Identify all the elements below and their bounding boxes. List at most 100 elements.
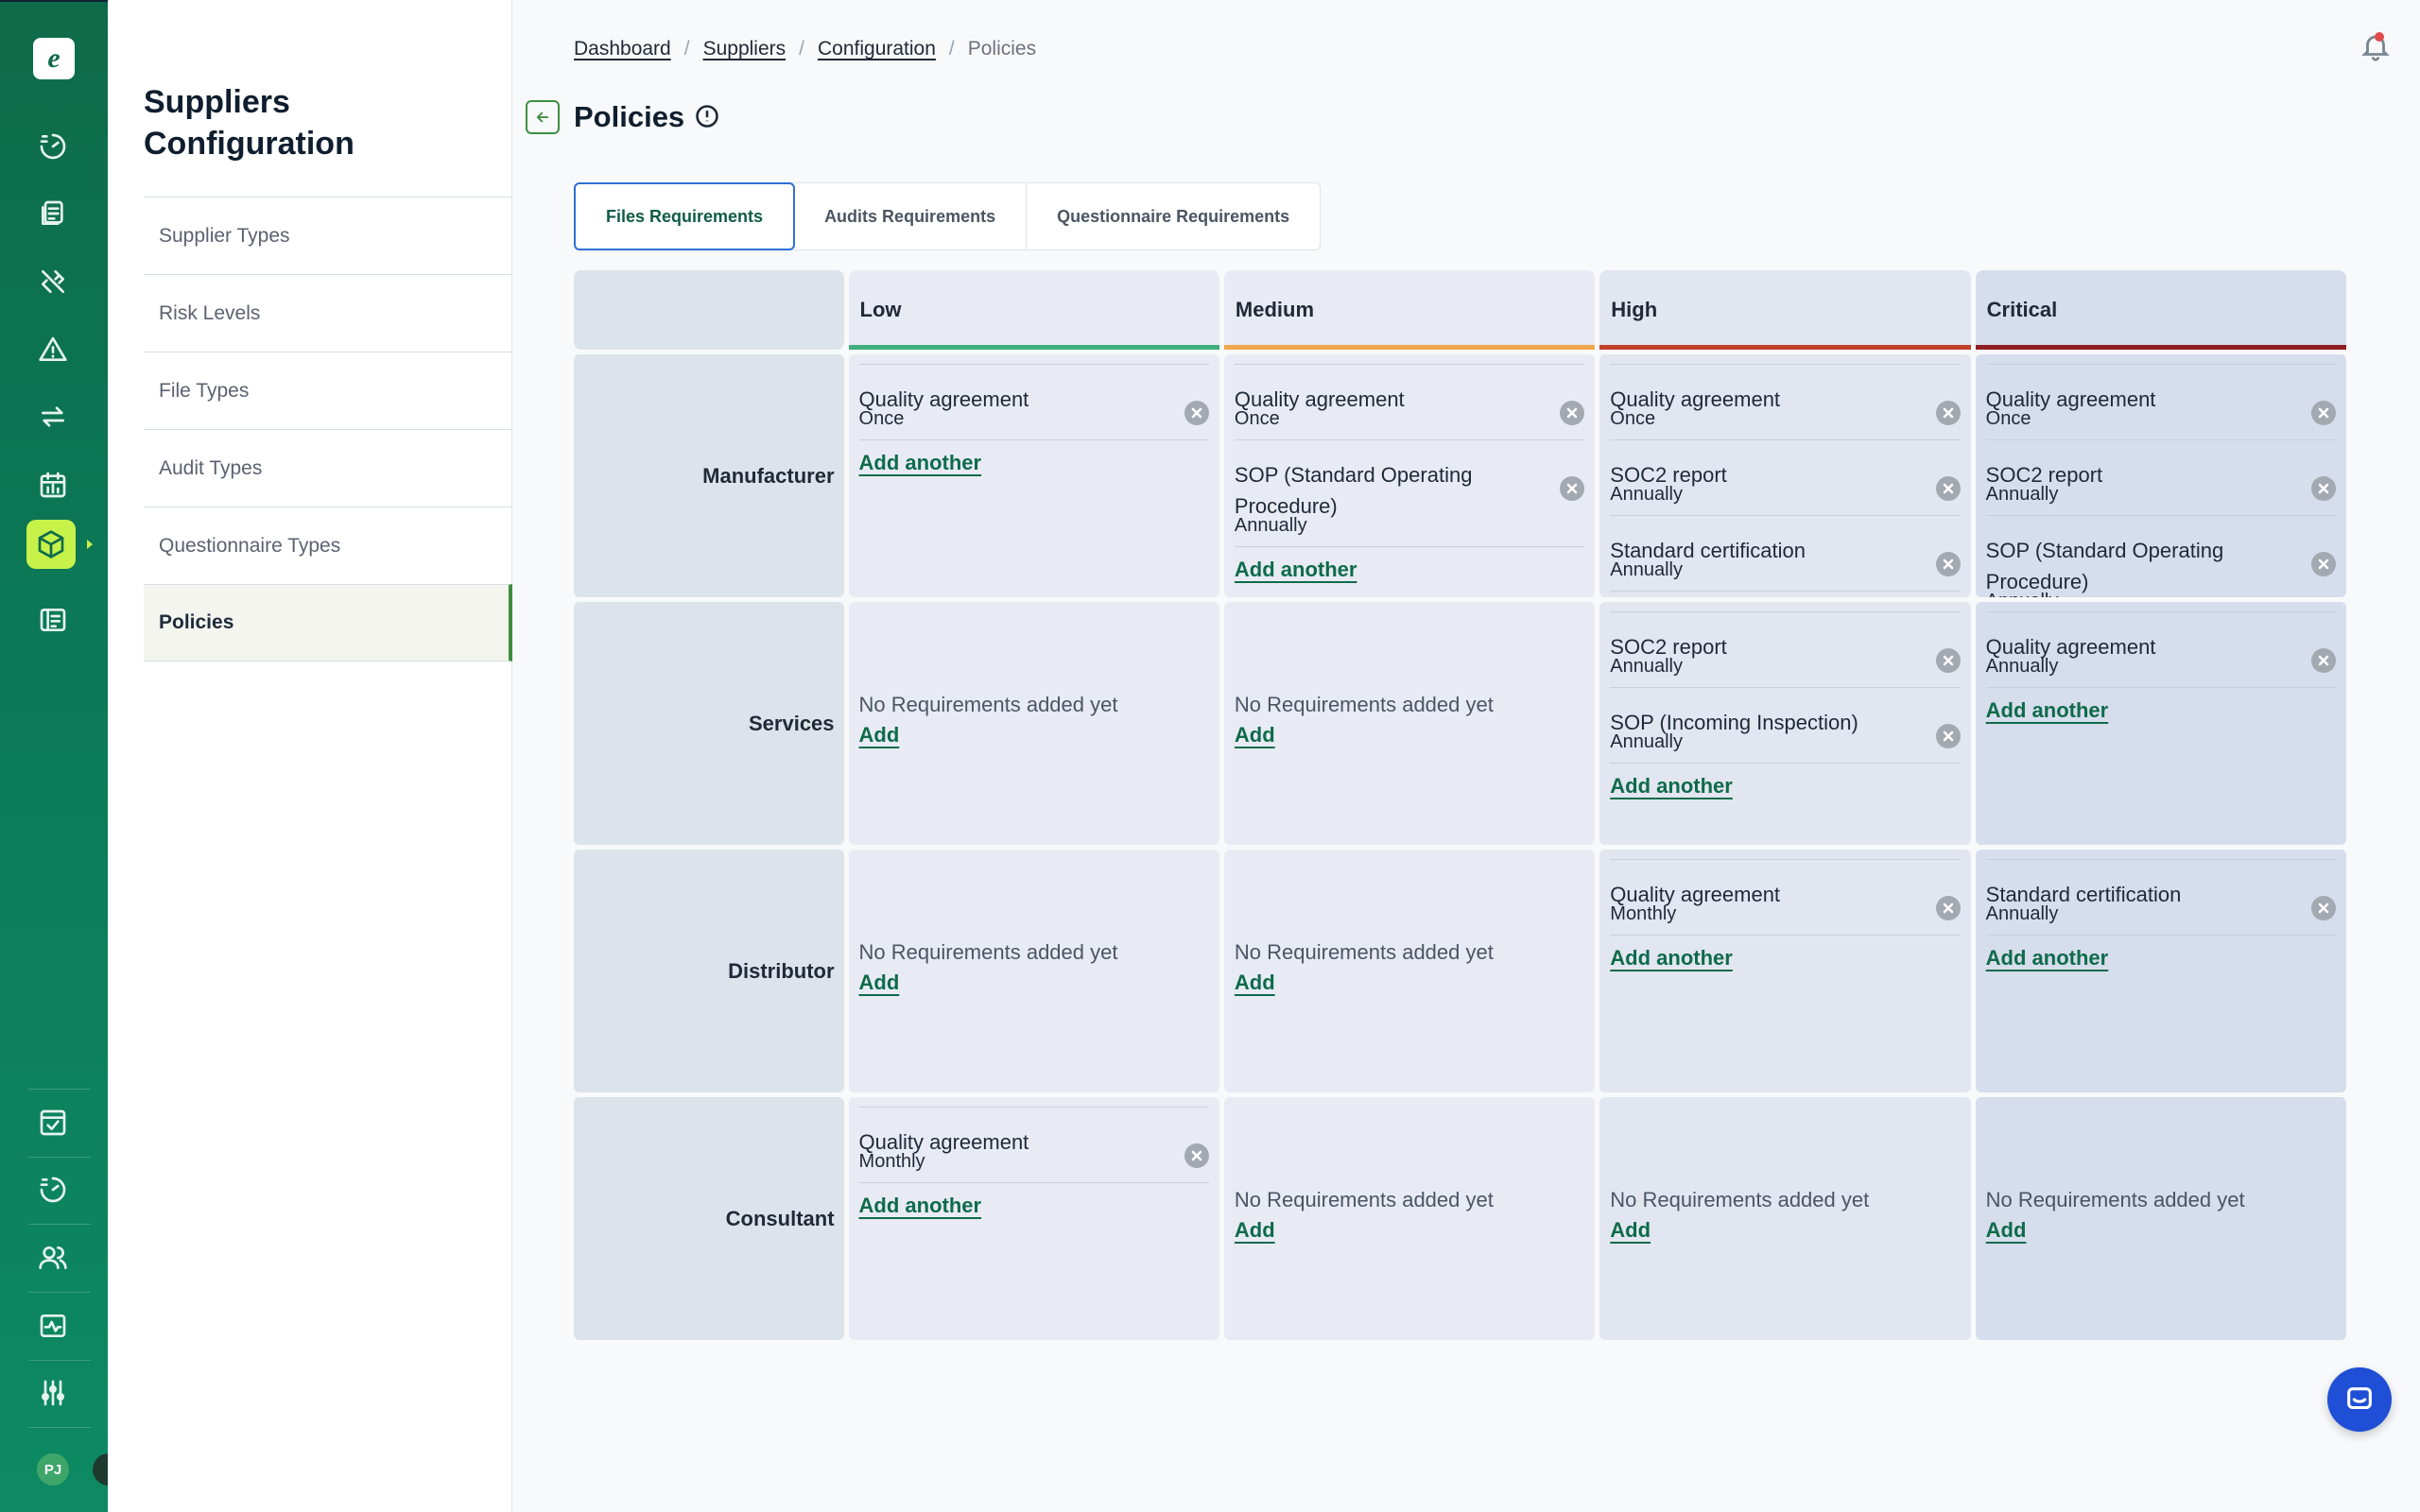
- tools-icon[interactable]: [34, 263, 72, 301]
- breadcrumb-separator: /: [683, 38, 690, 60]
- remove-requirement-icon[interactable]: [2311, 401, 2337, 425]
- requirement-item: SOC2 report Annually: [1985, 439, 2337, 516]
- requirement-frequency: Monthly: [858, 1151, 925, 1172]
- policy-cell: SOC2 report Annually SOP (Incoming Inspe…: [1599, 602, 1971, 845]
- notification-bell-icon[interactable]: [2360, 30, 2392, 62]
- level-color-bar: [1223, 345, 1596, 350]
- remove-requirement-icon[interactable]: [1935, 896, 1961, 920]
- remove-requirement-icon[interactable]: [1184, 401, 1209, 425]
- dashboard-icon[interactable]: [34, 128, 72, 165]
- breadcrumb-configuration[interactable]: Configuration: [817, 38, 936, 60]
- back-button[interactable]: [526, 100, 560, 134]
- empty-message: No Requirements added yet: [1234, 940, 1494, 964]
- checklist-icon[interactable]: [34, 1104, 72, 1142]
- remove-requirement-icon[interactable]: [1560, 476, 1585, 501]
- matrix-header-row: Low Medium High Critical: [574, 270, 2347, 350]
- rail-divider: [28, 1157, 91, 1158]
- requirement-item: Quality agreement Annually: [1985, 611, 2337, 688]
- add-link[interactable]: Add: [1234, 1218, 1275, 1242]
- requirement-name: Quality agreement: [1985, 635, 2156, 659]
- requirement-frequency: Once: [1985, 408, 2031, 429]
- requirement-frequency: Once: [858, 408, 905, 429]
- add-link[interactable]: Add: [858, 971, 900, 994]
- activity-icon[interactable]: [34, 1307, 72, 1345]
- requirement-name: Quality agreement: [858, 1130, 1029, 1154]
- breadcrumb-dashboard[interactable]: Dashboard: [574, 38, 671, 60]
- sidebar-item-file-types[interactable]: File Types: [144, 352, 512, 429]
- page-title: Policies: [574, 100, 685, 133]
- remove-requirement-icon[interactable]: [2311, 476, 2337, 501]
- add-link[interactable]: Add: [1610, 1218, 1651, 1242]
- policy-cell: No Requirements added yet Add: [848, 602, 1219, 845]
- exchange-icon[interactable]: [34, 398, 72, 436]
- level-label: Medium: [1235, 298, 1315, 321]
- sidebar-item-risk-levels[interactable]: Risk Levels: [144, 274, 512, 352]
- tab-files-requirements[interactable]: Files Requirements: [574, 182, 796, 250]
- tab-audits-requirements[interactable]: Audits Requirements: [794, 183, 1028, 249]
- add-link[interactable]: Add: [1234, 723, 1275, 747]
- supplier-type-label: Manufacturer: [574, 354, 844, 597]
- info-icon[interactable]: [694, 103, 720, 129]
- add-another-link[interactable]: Add another: [1234, 558, 1357, 581]
- add-link[interactable]: Add: [1234, 971, 1275, 994]
- requirement-item: Quality agreement Once: [858, 364, 1209, 440]
- add-another-link[interactable]: Add another: [1985, 698, 2109, 722]
- remove-requirement-icon[interactable]: [1935, 552, 1961, 576]
- add-another-link[interactable]: Add another: [858, 1194, 982, 1217]
- users-icon[interactable]: [34, 1239, 72, 1277]
- remove-requirement-icon[interactable]: [1935, 724, 1961, 748]
- add-another-link[interactable]: Add another: [1610, 946, 1733, 970]
- remove-requirement-icon[interactable]: [1560, 401, 1585, 425]
- empty-state: No Requirements added yet Add: [859, 693, 1118, 747]
- add-link[interactable]: Add: [858, 723, 900, 747]
- requirement-frequency: Annually: [1610, 484, 1683, 505]
- policy-cell: Quality agreement Once SOC2 report Annua…: [1975, 354, 2347, 597]
- tab-questionnaire-requirements[interactable]: Questionnaire Requirements: [1057, 206, 1290, 226]
- forms-icon[interactable]: [34, 601, 72, 639]
- add-another-link[interactable]: Add another: [858, 451, 982, 474]
- avatar[interactable]: PJ: [37, 1453, 69, 1486]
- requirement-item: Quality agreement Monthly: [1610, 859, 1961, 936]
- remove-requirement-icon[interactable]: [1935, 401, 1961, 425]
- requirement-list: Quality agreement Once: [858, 364, 1209, 440]
- dashboard-2-icon[interactable]: [34, 1171, 72, 1209]
- settings-sliders-icon[interactable]: [34, 1374, 72, 1412]
- documents-icon[interactable]: [34, 195, 72, 232]
- remove-requirement-icon[interactable]: [2311, 648, 2337, 673]
- remove-requirement-icon[interactable]: [1184, 1143, 1209, 1168]
- empty-state: No Requirements added yet Add: [1986, 1188, 2245, 1243]
- sidebar-item-questionnaire-types[interactable]: Questionnaire Types: [144, 507, 512, 584]
- notification-dot: [2375, 32, 2384, 42]
- policy-cell: Standard certification Annually Add anot…: [1975, 850, 2347, 1092]
- app-logo[interactable]: e: [33, 38, 75, 79]
- rail-divider: [28, 1427, 91, 1428]
- remove-requirement-icon[interactable]: [2311, 552, 2337, 576]
- config-nav: Supplier Types Risk Levels File Types Au…: [144, 197, 512, 662]
- chat-support-button[interactable]: [2327, 1367, 2392, 1432]
- remove-requirement-icon[interactable]: [1935, 648, 1961, 673]
- policy-cell: No Requirements added yet Add: [1223, 850, 1596, 1092]
- level-header-medium: Medium: [1223, 270, 1596, 350]
- requirement-name: Quality agreement: [1985, 387, 2156, 411]
- remove-requirement-icon[interactable]: [2311, 896, 2337, 920]
- sidebar-item-supplier-types[interactable]: Supplier Types: [144, 197, 512, 274]
- calendar-icon[interactable]: [34, 466, 72, 504]
- matrix-body: Manufacturer Quality agreement Once Add …: [574, 354, 2347, 1340]
- requirement-frequency: Annually: [1985, 903, 2059, 924]
- breadcrumb-suppliers[interactable]: Suppliers: [702, 38, 786, 60]
- add-another-link[interactable]: Add another: [1985, 946, 2109, 970]
- policy-cell: Quality agreement Annually Add another: [1975, 602, 2347, 845]
- policies-matrix: Low Medium High Critical Manufacturer Qu…: [574, 270, 2347, 1340]
- add-link[interactable]: Add: [1985, 1218, 2027, 1242]
- empty-state: No Requirements added yet Add: [1235, 1188, 1494, 1243]
- suppliers-box-icon[interactable]: [26, 520, 76, 569]
- remove-requirement-icon[interactable]: [1935, 476, 1961, 501]
- add-another-link[interactable]: Add another: [1610, 774, 1733, 798]
- sidebar-item-audit-types[interactable]: Audit Types: [144, 429, 512, 507]
- requirement-frequency: Once: [1610, 408, 1656, 429]
- alert-icon[interactable]: [34, 331, 72, 369]
- sidebar-item-policies[interactable]: Policies: [144, 584, 512, 662]
- requirement-list: Quality agreement Once SOP (Standard Ope…: [1234, 364, 1585, 547]
- requirement-name: SOC2 report: [1985, 463, 2103, 487]
- policy-cell: No Requirements added yet Add: [1223, 1097, 1596, 1340]
